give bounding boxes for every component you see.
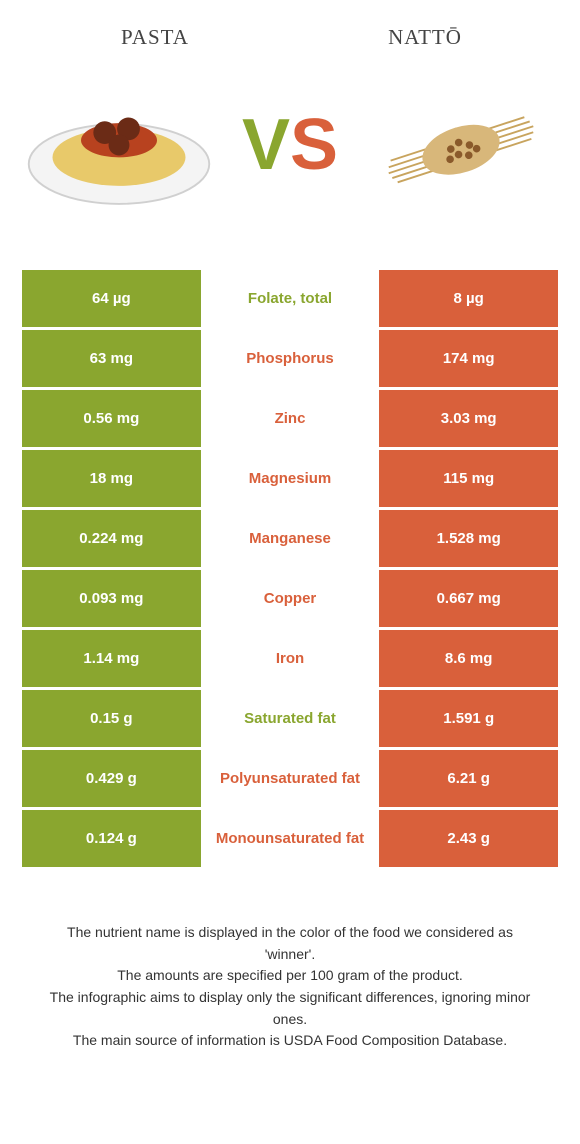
table-row: 0.124 gMonounsaturated fat2.43 g bbox=[22, 810, 558, 867]
left-value: 0.15 g bbox=[22, 690, 201, 747]
images-row: VS bbox=[20, 70, 560, 220]
table-row: 0.224 mgManganese1.528 mg bbox=[22, 510, 558, 567]
nutrient-label: Zinc bbox=[201, 390, 380, 447]
left-value: 0.56 mg bbox=[22, 390, 201, 447]
left-value: 63 mg bbox=[22, 330, 201, 387]
right-value: 3.03 mg bbox=[379, 390, 558, 447]
left-food-title: pasta bbox=[20, 18, 290, 52]
header-row: pasta nattō bbox=[20, 18, 560, 52]
footnote-3: The infographic aims to display only the… bbox=[40, 987, 540, 1030]
table-row: 1.14 mgIron8.6 mg bbox=[22, 630, 558, 687]
nutrient-label: Iron bbox=[201, 630, 380, 687]
right-value: 2.43 g bbox=[379, 810, 558, 867]
left-value: 1.14 mg bbox=[22, 630, 201, 687]
nutrient-table: 64 µgFolate, total8 µg63 mgPhosphorus174… bbox=[22, 270, 558, 867]
right-value: 174 mg bbox=[379, 330, 558, 387]
right-value: 6.21 g bbox=[379, 750, 558, 807]
left-value: 0.124 g bbox=[22, 810, 201, 867]
footnote-4: The main source of information is USDA F… bbox=[40, 1030, 540, 1052]
left-value: 0.224 mg bbox=[22, 510, 201, 567]
right-value: 8 µg bbox=[379, 270, 558, 327]
right-value: 1.528 mg bbox=[379, 510, 558, 567]
right-value: 8.6 mg bbox=[379, 630, 558, 687]
footnotes: The nutrient name is displayed in the co… bbox=[20, 922, 560, 1052]
table-row: 0.093 mgCopper0.667 mg bbox=[22, 570, 558, 627]
nutrient-label: Phosphorus bbox=[201, 330, 380, 387]
pasta-image bbox=[24, 70, 214, 220]
vs-s: S bbox=[290, 109, 338, 181]
vs-v: V bbox=[242, 109, 290, 181]
left-value: 0.429 g bbox=[22, 750, 201, 807]
vs-label: VS bbox=[242, 109, 338, 181]
right-value: 1.591 g bbox=[379, 690, 558, 747]
nutrient-label: Saturated fat bbox=[201, 690, 380, 747]
nutrient-label: Monounsaturated fat bbox=[201, 810, 380, 867]
left-value: 0.093 mg bbox=[22, 570, 201, 627]
right-value: 115 mg bbox=[379, 450, 558, 507]
footnote-2: The amounts are specified per 100 gram o… bbox=[40, 965, 540, 987]
table-row: 0.56 mgZinc3.03 mg bbox=[22, 390, 558, 447]
footnote-1: The nutrient name is displayed in the co… bbox=[40, 922, 540, 965]
left-value: 64 µg bbox=[22, 270, 201, 327]
nutrient-label: Polyunsaturated fat bbox=[201, 750, 380, 807]
table-row: 64 µgFolate, total8 µg bbox=[22, 270, 558, 327]
natto-image bbox=[366, 70, 556, 220]
right-value: 0.667 mg bbox=[379, 570, 558, 627]
table-row: 63 mgPhosphorus174 mg bbox=[22, 330, 558, 387]
table-row: 0.429 gPolyunsaturated fat6.21 g bbox=[22, 750, 558, 807]
table-row: 0.15 gSaturated fat1.591 g bbox=[22, 690, 558, 747]
left-value: 18 mg bbox=[22, 450, 201, 507]
nutrient-label: Manganese bbox=[201, 510, 380, 567]
table-row: 18 mgMagnesium115 mg bbox=[22, 450, 558, 507]
right-food-title: nattō bbox=[290, 18, 560, 52]
nutrient-label: Folate, total bbox=[201, 270, 380, 327]
nutrient-label: Copper bbox=[201, 570, 380, 627]
nutrient-label: Magnesium bbox=[201, 450, 380, 507]
